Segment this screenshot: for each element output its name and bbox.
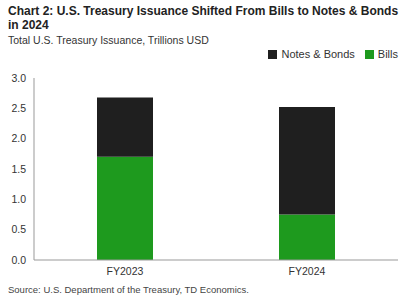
html-text:Source: U.S. Department of the: Source: U.S. Department of the Treasury,… (8, 284, 249, 295)
svg-text:1.0: 1.0 (11, 193, 26, 205)
svg-text:2.0: 2.0 (11, 132, 26, 144)
html-text:Chart 2: U.S. Treasury Issuanc: Chart 2: U.S. Treasury Issuance Shifted … (8, 4, 399, 32)
svg-text:3.0: 3.0 (11, 72, 26, 84)
svg-text:FY2024: FY2024 (289, 265, 326, 277)
html-text:Notes & Bonds: Notes & Bonds (281, 48, 355, 60)
html-text:Bills: Bills (377, 48, 398, 60)
svg-text:1.5: 1.5 (11, 163, 26, 175)
svg-text:FY2023: FY2023 (107, 265, 144, 277)
svg-text:0.0: 0.0 (11, 254, 26, 266)
html-text:Total U.S. Treasury Issuance,: Total U.S. Treasury Issuance, Trillions … (8, 34, 209, 46)
svg-text:0.5: 0.5 (11, 223, 26, 235)
svg-text:2.5: 2.5 (11, 102, 26, 114)
